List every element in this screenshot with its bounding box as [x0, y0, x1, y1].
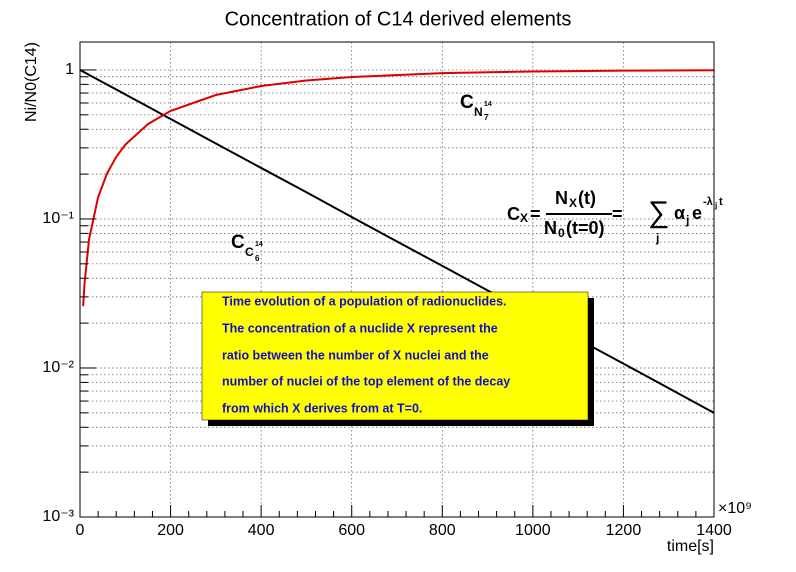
frame: [79, 41, 715, 518]
formula-text: X: [520, 211, 528, 225]
label-main: C: [460, 92, 474, 113]
formula-text: t: [719, 196, 723, 208]
x-tick-label: 800: [429, 522, 456, 539]
y-tick-label: 10⁻³: [42, 508, 74, 525]
label-sub: C: [245, 245, 254, 259]
formula-text: (t): [578, 188, 596, 208]
note-line: from which X derives from at T=0.: [222, 401, 422, 415]
ticks: 0 200 400 600 800 1000 1200 1400 10⁻³ 10⁻² 10⁻¹ 1: [42, 61, 731, 539]
label-subsub: 6: [255, 254, 260, 263]
formula-text: α: [674, 203, 685, 223]
x-tick-label: 200: [157, 522, 184, 539]
formula: C X = N X (t) N 0 (t=0) = ∑ j α j e -λ j…: [507, 188, 723, 245]
formula-text: j: [714, 201, 717, 210]
x-tick-label: 400: [248, 522, 275, 539]
formula-text: 0: [558, 226, 565, 240]
note-background: [201, 291, 589, 421]
chart-title: Concentration of C14 derived elements: [225, 8, 572, 30]
formula-text: X: [569, 196, 577, 210]
series-line: [79, 69, 715, 414]
x-tick-label: 0: [76, 522, 85, 539]
formula-text: N: [555, 188, 568, 208]
y-tick-label: 10⁻¹: [42, 210, 74, 227]
label-sup: 14: [484, 101, 492, 108]
y-tick-label: 1: [65, 61, 74, 78]
formula-text: =: [530, 204, 541, 224]
series-line: [82, 69, 715, 307]
formula-text: j: [655, 231, 659, 245]
note-line: Time evolution of a population of radion…: [222, 294, 507, 308]
label-sup: 14: [255, 241, 263, 248]
x-tick-label: 1200: [606, 522, 642, 539]
note-line: The concentration of a nuclide X represe…: [222, 321, 498, 335]
note-line: number of nuclei of the top element of t…: [222, 374, 510, 388]
x-tick-label: 600: [338, 522, 365, 539]
x-tick-label: 1000: [515, 522, 551, 539]
label-subsub: 7: [484, 113, 489, 122]
plot-lines: [79, 69, 715, 414]
note-line: ratio between the number of X nuclei and…: [222, 348, 489, 362]
formula-text: N: [544, 218, 557, 238]
x-multiplier: ×10⁹: [718, 500, 752, 517]
formula-text: e: [692, 203, 702, 223]
x-tick-label: 1400: [696, 522, 732, 539]
x-axis-label: time[s]: [667, 538, 714, 555]
y-axis-label: Ni/N0(C14): [23, 42, 40, 122]
y-tick-label: 10⁻²: [42, 359, 74, 376]
formula-text: (t=0): [566, 218, 605, 238]
label-sub: N: [474, 105, 483, 119]
formula-text: j: [685, 213, 689, 227]
label-main: C: [231, 232, 245, 253]
formula-text: -λ: [703, 196, 713, 208]
formula-text: ∑: [648, 196, 669, 229]
formula-text: =: [612, 204, 623, 224]
note-box: Time evolution of a population of radion…: [201, 291, 594, 426]
formula-text: C: [507, 204, 520, 224]
